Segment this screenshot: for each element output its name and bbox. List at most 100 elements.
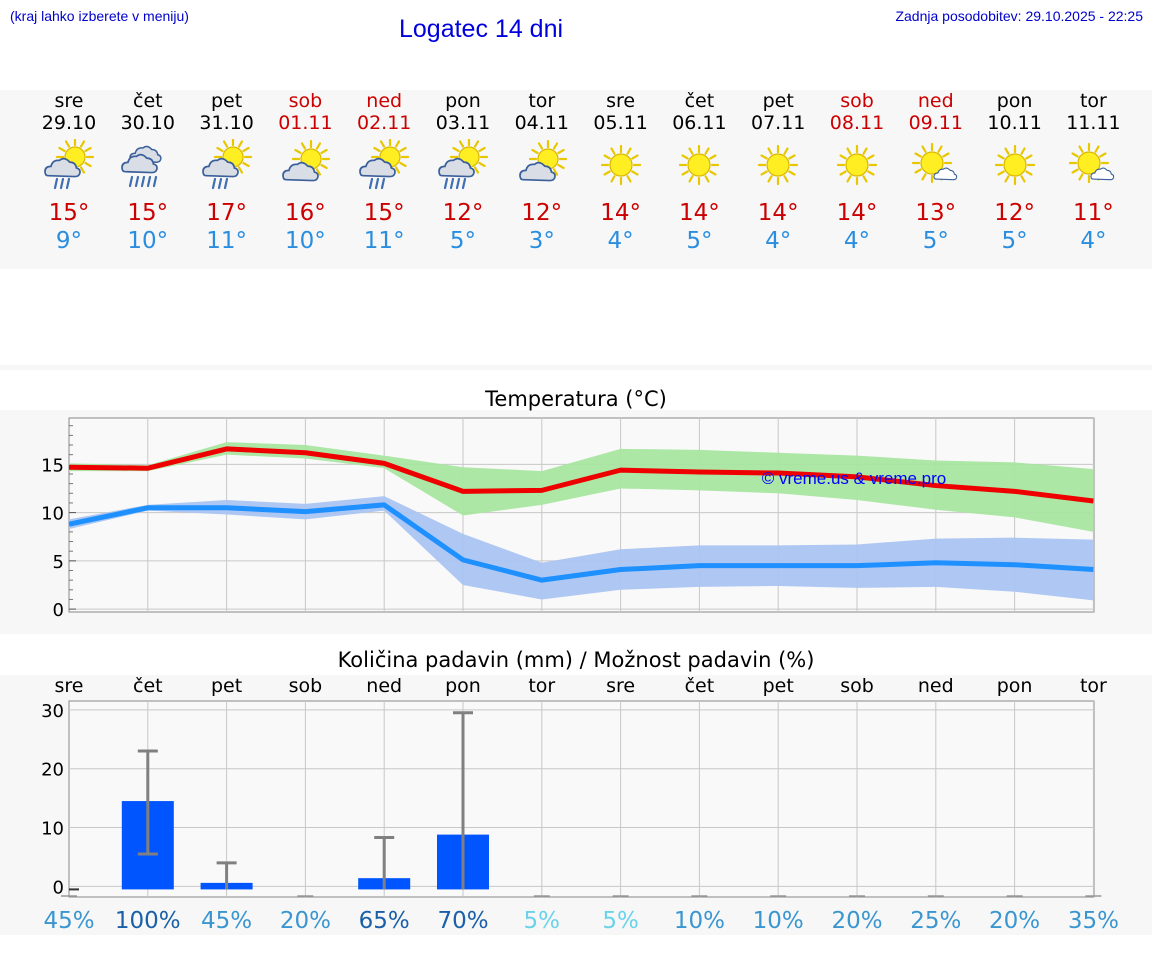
- day-name: ned: [366, 90, 403, 112]
- day-axis-label: sre: [606, 675, 635, 697]
- sun-ray: [320, 148, 329, 155]
- sun-ray: [537, 142, 543, 150]
- rain-drop: [211, 177, 216, 190]
- min-temperature: 11°: [363, 228, 405, 254]
- y-tick-label: 20: [41, 760, 64, 781]
- sun-ray: [399, 161, 407, 168]
- forecast-day: sob 01.11 16° 10°: [265, 90, 345, 255]
- sun-ray: [399, 146, 407, 153]
- plot-area: [68, 700, 1095, 898]
- sun-ray: [395, 140, 401, 148]
- max-temperature: 13°: [915, 200, 957, 226]
- min-temperature: 5°: [922, 228, 949, 254]
- cloud-heavy-rain-icon: [120, 145, 162, 188]
- cloud-shape: [201, 157, 239, 178]
- sun-disc: [1002, 153, 1027, 177]
- divider: [0, 365, 1152, 370]
- icon-group: [438, 139, 489, 190]
- sun-ray: [1078, 145, 1084, 153]
- sun-ray: [760, 154, 769, 160]
- day-axis-label: pon: [997, 675, 1033, 697]
- sun-ray: [767, 175, 773, 183]
- sun-ray: [937, 145, 943, 153]
- sun-ray: [552, 168, 558, 176]
- sun-ray: [84, 161, 92, 168]
- sun-ray: [846, 175, 852, 183]
- day-axis-label: pet: [763, 675, 794, 697]
- sun-ray: [58, 146, 66, 153]
- day-date: 29.10: [41, 112, 97, 134]
- sun-ray: [241, 146, 250, 153]
- min-temperature: 3°: [528, 228, 555, 254]
- icon-group: [911, 142, 957, 184]
- sun-ray: [681, 154, 690, 160]
- day-name: tor: [528, 90, 556, 112]
- sun-ray: [320, 163, 329, 170]
- day-name: pet: [210, 90, 243, 112]
- day-axis-label: ned: [918, 675, 954, 697]
- sun-ray: [630, 170, 639, 176]
- precipitation-chart: sre čet pet sob ned pon tor sre čet pet sob ned pon t…: [41, 675, 1119, 934]
- sun-shape: [1069, 142, 1110, 184]
- max-temperature: 17°: [206, 200, 247, 226]
- icon-group: [201, 139, 252, 190]
- sun-ray: [688, 147, 694, 155]
- max-temperature: 15°: [363, 200, 405, 226]
- sun-ray: [609, 147, 616, 155]
- y-tick-label: 0: [53, 600, 64, 621]
- precipitation-probability: 45%: [201, 908, 252, 934]
- sun-ray: [760, 170, 769, 176]
- rain-drop: [461, 177, 467, 190]
- precipitation-probability: 35%: [1068, 908, 1119, 934]
- sun-ray: [603, 170, 611, 176]
- sun-ray: [237, 166, 243, 174]
- sun-ray: [237, 140, 243, 148]
- cloud-shape: [359, 157, 397, 178]
- watermark: © vreme.us & vreme.pro: [762, 469, 946, 488]
- cloud-outline: [201, 157, 239, 178]
- forecast-day: sre 29.10 15° 9°: [29, 90, 109, 255]
- rain-drop: [134, 175, 139, 188]
- min-temperature: 4°: [607, 228, 634, 254]
- min-temperature: 4°: [1080, 228, 1107, 254]
- icon-group: [282, 139, 331, 182]
- max-temperature-range-band: [69, 442, 1094, 532]
- day-name: tor: [1079, 90, 1107, 112]
- rain-drop: [443, 177, 449, 190]
- sun-ray: [921, 145, 927, 153]
- sun-disc: [608, 153, 633, 177]
- icon-group: [758, 144, 799, 186]
- day-date: 30.10: [120, 112, 175, 134]
- max-temperature: 11°: [1073, 200, 1114, 226]
- sun-ray: [1071, 152, 1080, 158]
- sun-ray: [867, 170, 875, 176]
- day-name: sob: [840, 90, 874, 112]
- y-tick-label: 10: [41, 504, 64, 525]
- sun-ray: [783, 175, 789, 183]
- max-temperature: 14°: [679, 200, 720, 226]
- day-name: čet: [684, 90, 715, 112]
- sun-ray: [1024, 170, 1033, 176]
- rain-drop: [449, 177, 455, 190]
- sun-ray: [839, 170, 847, 176]
- sun-ray: [1003, 175, 1010, 183]
- icon-group: [994, 144, 1035, 186]
- min-temperature: 9°: [55, 228, 83, 254]
- icon-group: [518, 139, 567, 182]
- sun-ray: [846, 147, 852, 155]
- sun-ray: [79, 166, 86, 174]
- rain-drops: [443, 177, 467, 190]
- day-axis-label: ned: [366, 675, 402, 697]
- forecast-day: tor 04.11 12° 3°: [502, 90, 582, 255]
- icon-group: [44, 139, 95, 190]
- forecast-day: čet 30.10 15° 10°: [108, 90, 188, 255]
- icon-group: [1069, 142, 1115, 184]
- day-name: čet: [133, 90, 163, 112]
- sun-ray: [704, 175, 710, 183]
- sun-ray: [625, 147, 632, 155]
- sun-ray: [709, 170, 717, 176]
- sun-cloud-rain-icon: [44, 139, 95, 190]
- min-temperature: 5°: [1001, 228, 1028, 254]
- sun-ray: [316, 142, 322, 150]
- day-axis-label: pon: [445, 675, 481, 697]
